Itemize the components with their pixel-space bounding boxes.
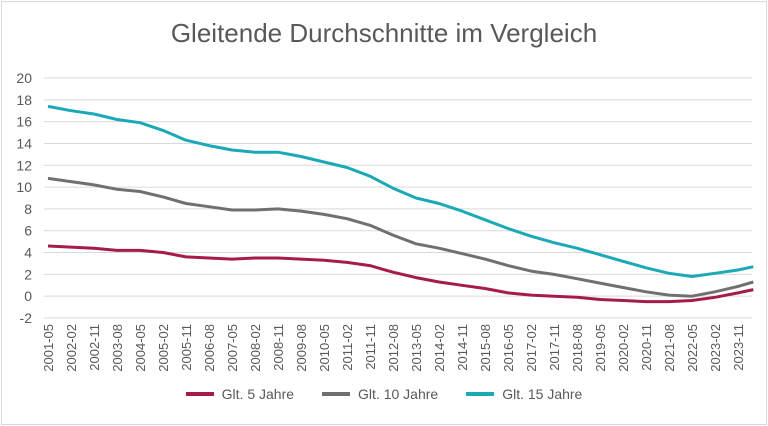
x-tick-label: 2011-02 bbox=[340, 324, 355, 371]
x-tick-label: 2023-02 bbox=[708, 324, 723, 372]
legend-swatch bbox=[322, 392, 351, 396]
x-tick-label: 2021-08 bbox=[662, 324, 677, 372]
y-tick-label: 2 bbox=[24, 266, 32, 282]
x-tick-label: 2008-02 bbox=[248, 324, 263, 372]
x-tick-label: 2006-08 bbox=[202, 324, 217, 372]
x-tick-label: 2002-11 bbox=[87, 324, 102, 371]
y-tick-label: 14 bbox=[16, 135, 32, 151]
x-tick-label: 2019-05 bbox=[593, 324, 608, 372]
x-tick-label: 2016-05 bbox=[501, 324, 516, 372]
x-tick-label: 2011-11 bbox=[363, 324, 378, 370]
series-line-3 bbox=[47, 104, 754, 278]
x-tick-label: 2009-08 bbox=[294, 324, 309, 372]
y-tick-label: 18 bbox=[16, 92, 32, 108]
x-tick-label: 2003-08 bbox=[110, 324, 125, 372]
x-tick-label: 2022-05 bbox=[685, 324, 700, 372]
x-tick-label: 2005-02 bbox=[156, 324, 171, 372]
y-tick-label: 8 bbox=[24, 201, 32, 217]
x-tick-label: 2020-11 bbox=[639, 324, 654, 371]
x-tick-label: 2018-08 bbox=[570, 324, 585, 372]
x-tick-label: 2015-08 bbox=[478, 324, 493, 372]
series-line-2 bbox=[47, 176, 754, 298]
legend-swatch bbox=[185, 392, 214, 396]
y-tick-label: 0 bbox=[24, 288, 32, 304]
y-tick-label: 12 bbox=[16, 157, 32, 173]
x-tick-label: 2007-05 bbox=[225, 324, 240, 372]
x-tick-label: 2014-02 bbox=[432, 324, 447, 372]
y-tick-label: 16 bbox=[16, 114, 32, 130]
x-tick-label: 2008-11 bbox=[271, 324, 286, 371]
legend-label: Glt. 15 Jahre bbox=[502, 386, 583, 402]
y-tick-label: 4 bbox=[24, 245, 32, 261]
x-tick-label: 2002-02 bbox=[64, 324, 79, 372]
legend-item: Glt. 10 Jahre bbox=[322, 386, 438, 402]
y-tick-label: -2 bbox=[20, 310, 33, 326]
chart-title: Gleitende Durchschnitte im Vergleich bbox=[170, 18, 598, 48]
x-tick-label: 2013-05 bbox=[409, 324, 424, 372]
x-tick-label: 2017-11 bbox=[547, 324, 562, 371]
x-tick-label: 2012-08 bbox=[386, 324, 401, 372]
x-tick-label: 2010-05 bbox=[317, 324, 332, 372]
x-tick-label: 2017-02 bbox=[524, 324, 539, 372]
legend: Glt. 5 Jahre Glt. 10 Jahre Glt. 15 Jahre bbox=[0, 386, 768, 402]
legend-swatch bbox=[466, 392, 495, 396]
x-tick-label: 2005-11 bbox=[179, 324, 194, 371]
x-tick-label: 2023-11 bbox=[731, 324, 746, 371]
y-tick-label: 20 bbox=[16, 70, 32, 86]
y-tick-label: 6 bbox=[24, 223, 32, 239]
series-line-1 bbox=[47, 244, 754, 304]
legend-item: Glt. 5 Jahre bbox=[185, 386, 295, 402]
y-tick-label: 10 bbox=[16, 179, 32, 195]
x-tick-label: 2020-02 bbox=[616, 324, 631, 372]
legend-label: Glt. 10 Jahre bbox=[358, 386, 439, 402]
x-tick-label: 2001-05 bbox=[41, 324, 56, 372]
x-tick-label: 2004-05 bbox=[133, 324, 148, 372]
legend-label: Glt. 5 Jahre bbox=[221, 386, 295, 402]
legend-item: Glt. 15 Jahre bbox=[466, 386, 582, 402]
x-tick-label: 2014-11 bbox=[455, 324, 470, 371]
